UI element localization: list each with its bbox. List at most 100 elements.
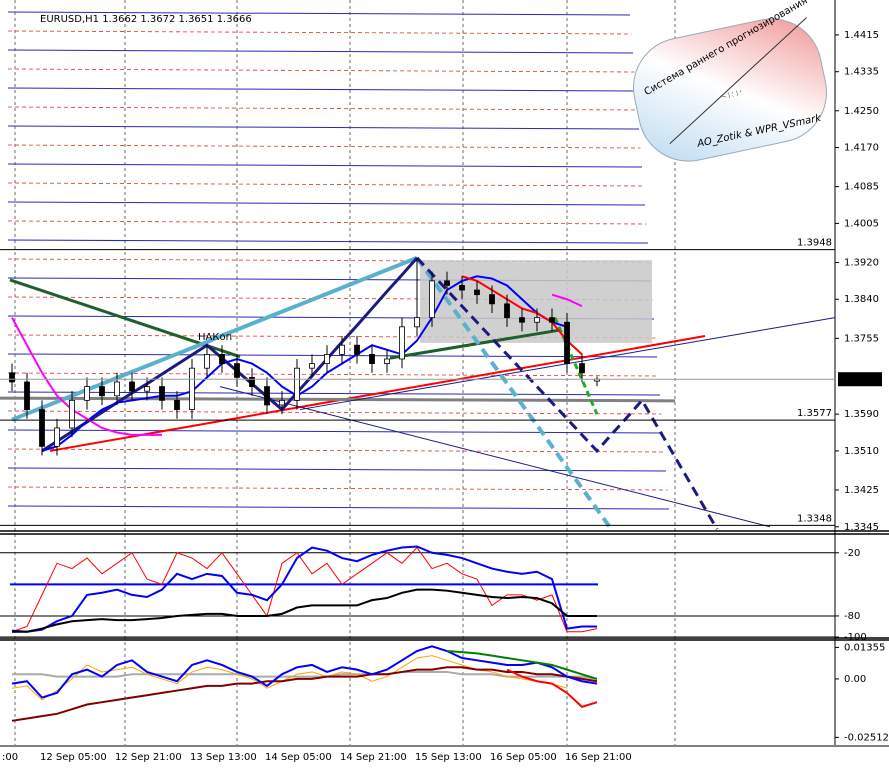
x-tick-label: 14 Sep 21:00 xyxy=(340,752,407,763)
level-line xyxy=(7,486,668,491)
y-tick-label: 1.3840 xyxy=(844,294,879,305)
y-tick-label: 1.3755 xyxy=(844,333,879,344)
y-tick-label: 1.4415 xyxy=(844,30,879,41)
level-line xyxy=(7,163,643,168)
x-tick-label: 14 Sep 05:00 xyxy=(265,752,332,763)
candle-body xyxy=(144,386,150,392)
x-tick-label: 13 Sep 13:00 xyxy=(190,752,257,763)
candle-body xyxy=(39,409,45,447)
indicator-line xyxy=(11,546,598,633)
level-line xyxy=(7,125,640,130)
price-level-label: 1.3948 xyxy=(797,238,832,249)
indicator-line xyxy=(11,256,418,422)
last-price-label: 1.3666 xyxy=(843,374,878,385)
candle-body xyxy=(534,317,540,323)
candle-body xyxy=(414,317,420,328)
level-line xyxy=(7,410,662,415)
candle-body xyxy=(504,303,510,319)
indicator-line xyxy=(11,317,162,436)
candle-body xyxy=(9,372,15,383)
y-tick-label: 0.01355 xyxy=(844,642,885,653)
y-tick-label: 1.4005 xyxy=(844,218,879,229)
candle-body xyxy=(219,354,225,364)
level-line xyxy=(7,144,641,149)
candle-body xyxy=(549,317,555,323)
candle-body xyxy=(519,317,525,323)
level-line xyxy=(7,30,632,35)
indicator-line xyxy=(415,256,614,530)
y-tick-label: -80 xyxy=(844,611,860,622)
level-line xyxy=(7,49,634,54)
trendline xyxy=(49,335,706,452)
logo-arrow xyxy=(669,17,807,145)
indicator-line xyxy=(11,545,597,633)
candle-body xyxy=(174,399,180,410)
trendline xyxy=(0,396,676,403)
y-tick-label: 1.4335 xyxy=(844,67,879,78)
indicator-line xyxy=(11,645,598,699)
candle-body xyxy=(444,280,450,286)
candle-body xyxy=(264,386,270,406)
logo-badge xyxy=(632,18,828,162)
panel xyxy=(0,545,835,637)
candle-body xyxy=(114,381,120,397)
candle-body xyxy=(129,381,135,392)
y-tick-label: -20 xyxy=(844,548,860,559)
y-tick-label: 1.3590 xyxy=(844,409,879,420)
y-tick-label: -100 xyxy=(844,632,867,643)
y-tick-label: 1.4250 xyxy=(844,106,879,117)
last-price-box xyxy=(838,372,882,387)
candle-body xyxy=(54,427,60,447)
x-tick-label: 16 Sep 21:00 xyxy=(565,752,632,763)
level-line xyxy=(7,505,670,510)
candle-body xyxy=(384,358,390,364)
indicator-line xyxy=(41,256,419,453)
candle-body xyxy=(189,367,195,410)
x-tick-label: 16 Sep 05:00 xyxy=(490,752,557,763)
indicator-line xyxy=(551,293,583,308)
candle-body xyxy=(459,285,465,291)
candle-body xyxy=(294,367,300,401)
x-tick-label: 12 Sep 21:00 xyxy=(115,752,182,763)
level-line xyxy=(7,296,653,301)
indicator-line xyxy=(11,666,598,722)
x-tick-label: 12 Sep 05:00 xyxy=(40,752,107,763)
y-tick-label: -0.02512 xyxy=(844,732,889,743)
level-line xyxy=(7,87,637,92)
panel xyxy=(11,645,598,722)
level-line xyxy=(7,353,658,358)
indicator-line xyxy=(506,668,598,708)
candle-body xyxy=(309,363,315,369)
y-tick-label: 1.3510 xyxy=(844,446,879,457)
price-level-label: 1.3348 xyxy=(797,513,832,524)
candle-body xyxy=(24,381,30,410)
candle-body xyxy=(429,280,435,319)
trendline xyxy=(389,328,561,360)
y-tick-label: 1.4170 xyxy=(844,143,879,154)
indicator-line xyxy=(12,588,597,633)
level-line xyxy=(7,429,664,434)
level-line xyxy=(7,220,647,225)
candle-body xyxy=(369,354,375,364)
level-line xyxy=(7,239,649,244)
panel xyxy=(0,256,835,530)
candle-body xyxy=(204,354,210,369)
candle-body xyxy=(564,321,570,364)
level-line xyxy=(7,467,667,472)
candle-body xyxy=(159,386,165,401)
trendline xyxy=(553,317,599,415)
chart-title: EURUSD,H1 1.3662 1.3672 1.3651 1.3666 xyxy=(40,14,252,25)
candle-body xyxy=(279,399,285,406)
candle-body xyxy=(354,344,360,355)
level-line xyxy=(7,182,644,187)
candle-body xyxy=(474,289,480,296)
level-line xyxy=(7,11,631,16)
price-level-label: 1.3577 xyxy=(797,408,832,419)
candle-body xyxy=(339,344,345,355)
logo: Система раннего прогнозирования SRP AO_Z… xyxy=(632,0,828,162)
candle-body xyxy=(579,363,585,374)
candle-body xyxy=(99,386,105,397)
candle-body xyxy=(489,294,495,305)
